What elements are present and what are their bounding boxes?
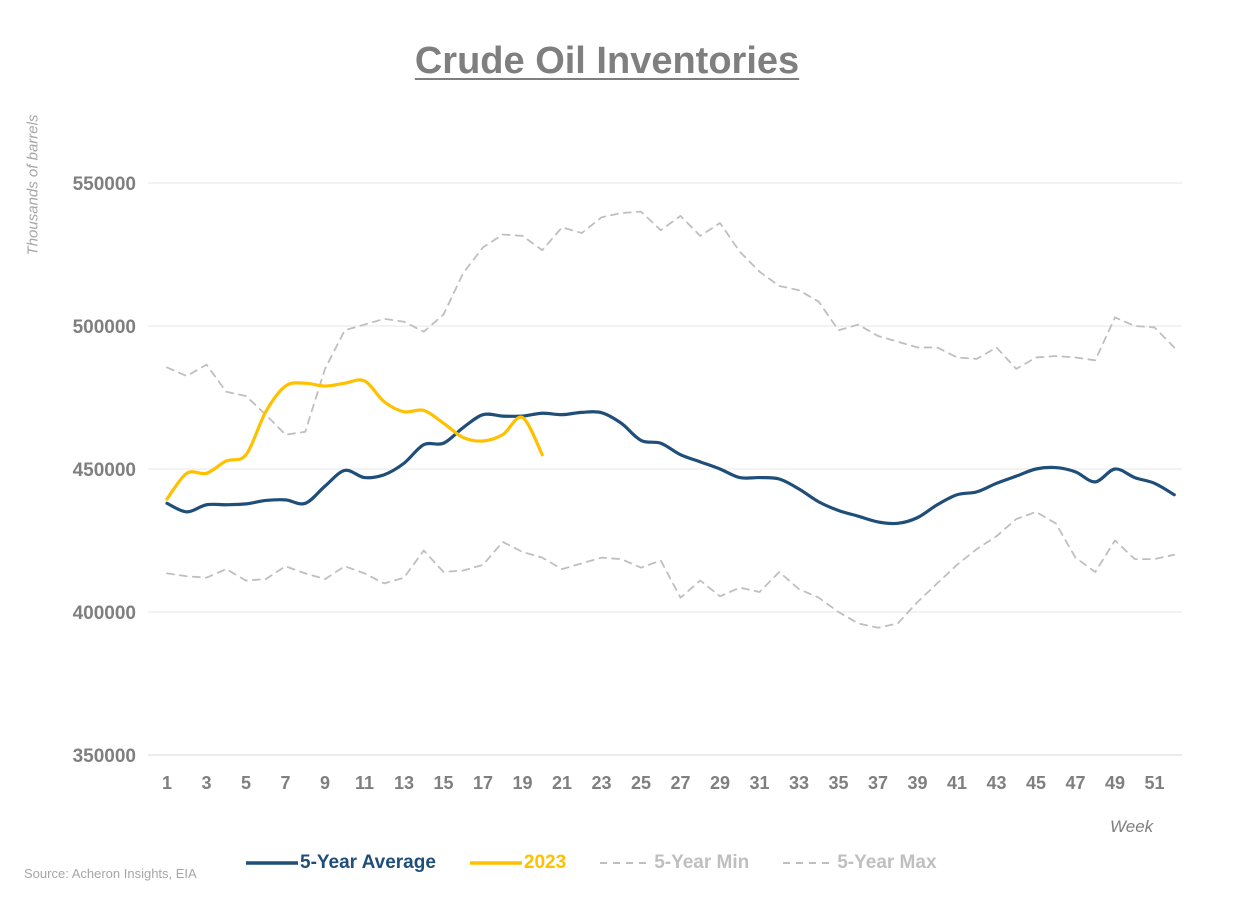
series-line-2023 bbox=[165, 378, 544, 501]
legend-swatch-5-year-max bbox=[783, 862, 836, 864]
series-lines bbox=[165, 210, 1176, 629]
source-note: Source: Acheron Insights, EIA bbox=[24, 866, 197, 881]
legend: 5-Year Average 2023 5-Year Min 5-Year Ma… bbox=[246, 850, 971, 876]
series-line-5-year-max bbox=[166, 210, 1176, 436]
legend-item-5-year-average: 5-Year Average bbox=[246, 852, 436, 874]
y-tick-label: 350000 bbox=[73, 746, 136, 767]
y-tick-labels: 350000 400000 450000 500000 550000 bbox=[73, 174, 136, 767]
legend-item-2023: 2023 bbox=[469, 852, 567, 874]
x-tick-label: 45 bbox=[1026, 773, 1046, 793]
legend-swatch-5-year-average bbox=[246, 861, 298, 865]
legend-label-2023: 2023 bbox=[523, 852, 567, 873]
x-tick-label: 1 bbox=[162, 773, 172, 793]
x-tick-label: 31 bbox=[749, 773, 769, 793]
legend-label-5-year-average: 5-Year Average bbox=[300, 852, 436, 873]
x-tick-label: 3 bbox=[201, 773, 211, 793]
x-tick-label: 49 bbox=[1105, 773, 1125, 793]
x-tick-label: 41 bbox=[947, 773, 967, 793]
series-line-5-year-average bbox=[165, 410, 1176, 526]
legend-label-5-year-min: 5-Year Min bbox=[654, 852, 750, 873]
x-tick-label: 35 bbox=[828, 773, 848, 793]
y-tick-label: 550000 bbox=[73, 174, 136, 195]
x-tick-label: 29 bbox=[710, 773, 730, 793]
x-tick-label: 23 bbox=[591, 773, 611, 793]
y-tick-label: 450000 bbox=[73, 460, 136, 481]
y-tick-label: 500000 bbox=[73, 317, 136, 338]
legend-swatch-5-year-min bbox=[600, 862, 653, 864]
x-tick-label: 33 bbox=[789, 773, 809, 793]
x-tick-label: 43 bbox=[986, 773, 1006, 793]
x-tick-label: 17 bbox=[473, 773, 493, 793]
y-tick-label: 400000 bbox=[73, 603, 136, 624]
x-tick-label: 51 bbox=[1144, 773, 1164, 793]
x-tick-label: 37 bbox=[868, 773, 888, 793]
legend-item-5-year-max: 5-Year Max bbox=[783, 852, 937, 874]
x-tick-label: 19 bbox=[512, 773, 532, 793]
x-tick-label: 13 bbox=[394, 773, 414, 793]
legend-label-5-year-max: 5-Year Max bbox=[837, 852, 937, 873]
x-tick-label: 27 bbox=[670, 773, 690, 793]
x-tick-label: 5 bbox=[241, 773, 251, 793]
x-tick-label: 9 bbox=[320, 773, 330, 793]
legend-swatch-2023 bbox=[469, 861, 522, 865]
x-tick-label: 39 bbox=[907, 773, 927, 793]
x-tick-label: 47 bbox=[1065, 773, 1085, 793]
x-tick-labels: 1 3 5 7 9 11 13 15 17 19 21 23 25 27 29 31 33 35 37 39 41 43 4… bbox=[162, 773, 1165, 793]
x-tick-label: 7 bbox=[280, 773, 290, 793]
x-tick-label: 25 bbox=[631, 773, 651, 793]
series-line-5-year-min bbox=[166, 511, 1176, 629]
x-tick-label: 11 bbox=[355, 773, 374, 793]
chart-title: Crude Oil Inventories bbox=[414, 40, 800, 82]
x-axis-title: Week bbox=[1110, 817, 1154, 836]
legend-item-5-year-min: 5-Year Min bbox=[600, 852, 749, 874]
x-tick-label: 15 bbox=[433, 773, 453, 793]
gridlines bbox=[148, 182, 1182, 756]
x-tick-label: 21 bbox=[552, 773, 572, 793]
